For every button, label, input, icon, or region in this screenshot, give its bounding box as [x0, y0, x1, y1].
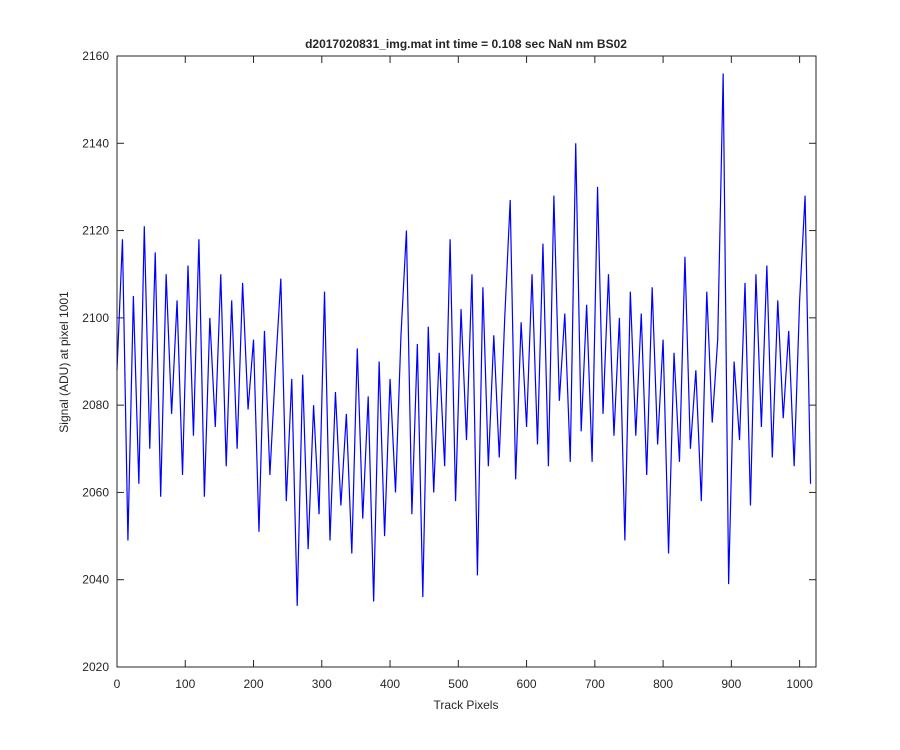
- x-tick-label: 200: [244, 677, 264, 691]
- x-tick-label: 300: [312, 677, 332, 691]
- axes-box: [116, 55, 817, 668]
- y-tick-label: 2100: [82, 311, 109, 325]
- x-tick-label: 100: [175, 677, 195, 691]
- x-tick-label: 700: [585, 677, 605, 691]
- chart-title: d2017020831_img.mat int time = 0.108 sec…: [305, 37, 627, 51]
- x-tick-label: 800: [653, 677, 673, 691]
- y-tick-label: 2040: [82, 573, 109, 587]
- y-tick-label: 2120: [82, 224, 109, 238]
- plot-area: [117, 56, 816, 667]
- x-tick-label: 1000: [786, 677, 813, 691]
- x-tick-label: 0: [114, 677, 121, 691]
- x-axis-label: Track Pixels: [434, 698, 499, 712]
- y-tick-label: 2160: [82, 49, 109, 63]
- y-tick-label: 2020: [82, 660, 109, 674]
- x-tick-label: 600: [517, 677, 537, 691]
- y-tick-label: 2140: [82, 136, 109, 150]
- x-tick-label: 900: [721, 677, 741, 691]
- y-axis-label: Signal (ADU) at pixel 1001: [57, 291, 71, 433]
- data-line: [116, 73, 812, 606]
- x-tick-label: 500: [448, 677, 468, 691]
- x-tick-label: 400: [380, 677, 400, 691]
- y-tick-label: 2060: [82, 485, 109, 499]
- y-tick-label: 2080: [82, 398, 109, 412]
